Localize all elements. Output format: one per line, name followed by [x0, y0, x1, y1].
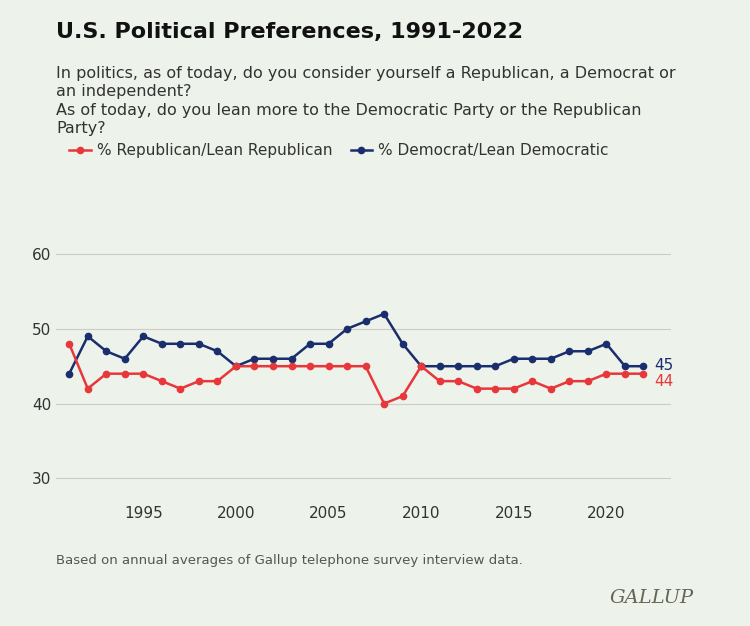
Text: In politics, as of today, do you consider yourself a Republican, a Democrat or: In politics, as of today, do you conside… — [56, 66, 676, 81]
Text: 45: 45 — [655, 358, 674, 373]
Text: U.S. Political Preferences, 1991-2022: U.S. Political Preferences, 1991-2022 — [56, 22, 524, 42]
Text: Party?: Party? — [56, 121, 106, 136]
Text: 44: 44 — [655, 374, 674, 389]
Text: GALLUP: GALLUP — [610, 589, 694, 607]
Text: Based on annual averages of Gallup telephone survey interview data.: Based on annual averages of Gallup telep… — [56, 554, 524, 567]
Text: As of today, do you lean more to the Democratic Party or the Republican: As of today, do you lean more to the Dem… — [56, 103, 642, 118]
Legend: % Republican/Lean Republican, % Democrat/Lean Democratic: % Republican/Lean Republican, % Democrat… — [63, 137, 615, 164]
Text: an independent?: an independent? — [56, 84, 192, 99]
